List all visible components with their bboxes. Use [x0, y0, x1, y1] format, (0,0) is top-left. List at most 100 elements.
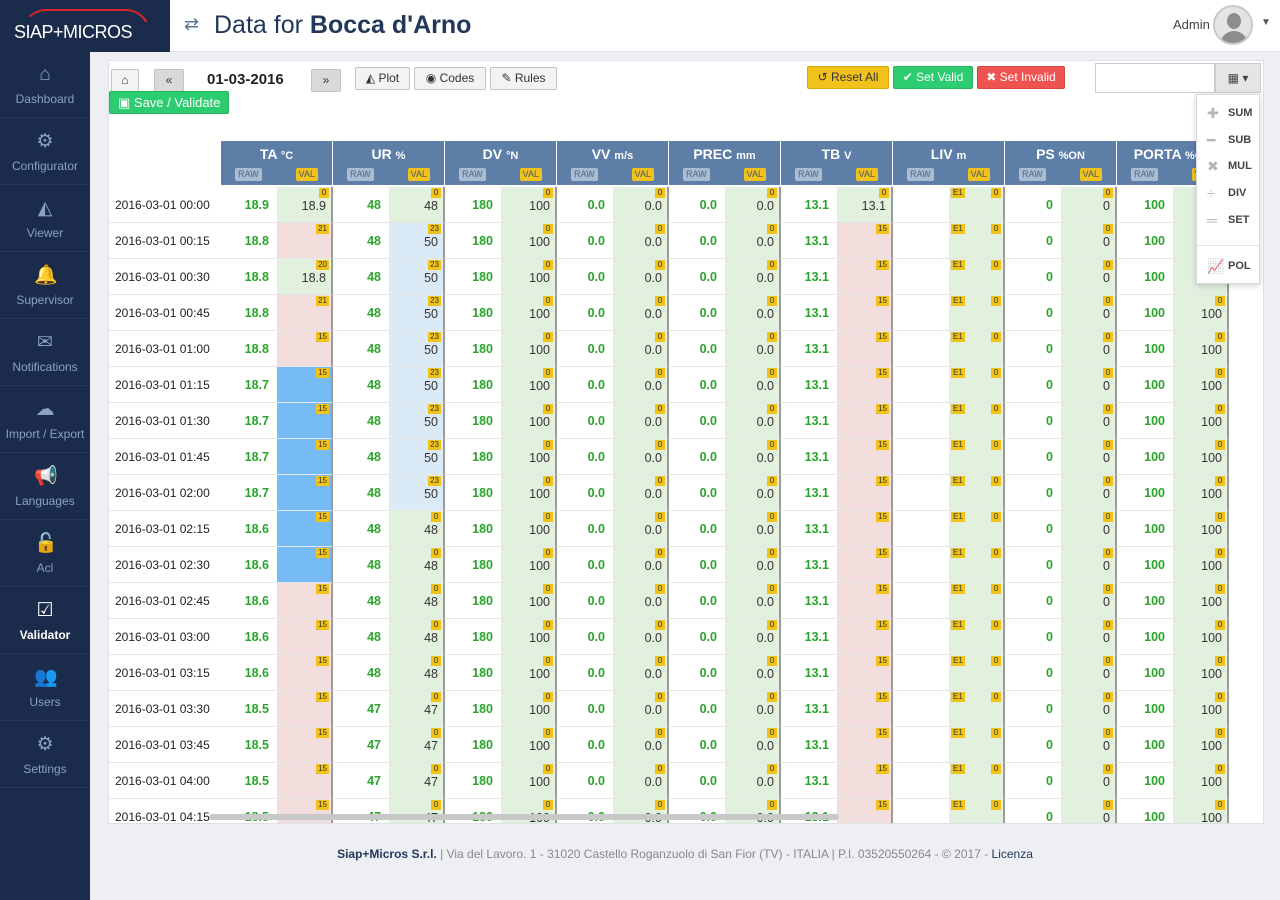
- raw-cell[interactable]: 100: [1117, 763, 1173, 799]
- set-valid-button[interactable]: ✔ Set Valid: [893, 66, 973, 89]
- raw-cell[interactable]: 0.0: [669, 619, 725, 655]
- raw-cell[interactable]: 0.0: [557, 583, 613, 619]
- raw-cell[interactable]: 0.0: [669, 511, 725, 547]
- raw-cell[interactable]: 0: [1005, 799, 1061, 823]
- val-cell[interactable]: 50 23: [389, 475, 445, 511]
- raw-cell[interactable]: 100: [1117, 799, 1173, 823]
- raw-cell[interactable]: 13.1: [781, 799, 837, 823]
- raw-cell[interactable]: 100: [1117, 619, 1173, 655]
- raw-cell[interactable]: 47: [333, 763, 389, 799]
- raw-cell[interactable]: 13.1: [781, 619, 837, 655]
- raw-cell[interactable]: [893, 655, 949, 691]
- raw-cell[interactable]: 18.6: [221, 619, 277, 655]
- raw-cell[interactable]: 48: [333, 187, 389, 223]
- home-button[interactable]: ⌂: [111, 69, 139, 92]
- raw-cell[interactable]: 0.0: [669, 691, 725, 727]
- val-cell[interactable]: 15: [837, 727, 893, 763]
- row-timestamp[interactable]: 2016-03-01 01:45: [109, 439, 221, 475]
- raw-cell[interactable]: 0: [1005, 259, 1061, 295]
- val-cell[interactable]: 15: [837, 403, 893, 439]
- raw-cell[interactable]: 0: [1005, 331, 1061, 367]
- val-cell[interactable]: 50 23: [389, 331, 445, 367]
- raw-cell[interactable]: 180: [445, 547, 501, 583]
- raw-cell[interactable]: 18.6: [221, 655, 277, 691]
- val-cell[interactable]: 15: [277, 583, 333, 619]
- val-cell[interactable]: 48 0: [389, 547, 445, 583]
- raw-cell[interactable]: 0.0: [669, 187, 725, 223]
- raw-cell[interactable]: 47: [333, 799, 389, 823]
- raw-cell[interactable]: 48: [333, 475, 389, 511]
- raw-cell[interactable]: [893, 763, 949, 799]
- raw-cell[interactable]: 48: [333, 439, 389, 475]
- raw-cell[interactable]: 48: [333, 655, 389, 691]
- brand-logo[interactable]: SIAP+MICROS: [0, 0, 170, 52]
- raw-cell[interactable]: 100: [1117, 511, 1173, 547]
- reset-all-button[interactable]: ↺ Reset All: [807, 66, 889, 89]
- raw-cell[interactable]: 13.1: [781, 223, 837, 259]
- row-timestamp[interactable]: 2016-03-01 01:00: [109, 331, 221, 367]
- raw-cell[interactable]: 100: [1117, 403, 1173, 439]
- val-cell[interactable]: 15: [837, 799, 893, 823]
- sidebar-item-settings[interactable]: ⚙ Settings: [0, 722, 90, 788]
- val-cell[interactable]: 470: [389, 799, 445, 823]
- raw-cell[interactable]: 0.0: [557, 187, 613, 223]
- raw-cell[interactable]: 0: [1005, 727, 1061, 763]
- prev-day-button[interactable]: «: [154, 69, 184, 92]
- raw-cell[interactable]: 13.1: [781, 691, 837, 727]
- raw-cell[interactable]: 18.8: [221, 259, 277, 295]
- val-cell[interactable]: 48 0: [389, 187, 445, 223]
- user-name[interactable]: Admin: [1173, 17, 1210, 32]
- raw-cell[interactable]: 0: [1005, 295, 1061, 331]
- sidebar-item-notifications[interactable]: ✉ Notifications: [0, 320, 90, 386]
- raw-cell[interactable]: 0.0: [669, 655, 725, 691]
- raw-cell[interactable]: 48: [333, 619, 389, 655]
- raw-cell[interactable]: 180: [445, 331, 501, 367]
- raw-cell[interactable]: 100: [1117, 187, 1173, 223]
- val-cell[interactable]: 15: [277, 799, 333, 823]
- raw-cell[interactable]: 0: [1005, 511, 1061, 547]
- raw-cell[interactable]: [893, 367, 949, 403]
- raw-cell[interactable]: [893, 187, 949, 223]
- raw-cell[interactable]: 13.1: [781, 583, 837, 619]
- raw-cell[interactable]: 48: [333, 331, 389, 367]
- raw-cell[interactable]: 180: [445, 367, 501, 403]
- raw-cell[interactable]: 180: [445, 187, 501, 223]
- raw-cell[interactable]: 100: [1117, 547, 1173, 583]
- raw-cell[interactable]: 100: [1117, 367, 1173, 403]
- raw-cell[interactable]: 18.5: [221, 727, 277, 763]
- raw-cell[interactable]: 100: [1117, 583, 1173, 619]
- raw-cell[interactable]: 0.0: [669, 583, 725, 619]
- row-timestamp[interactable]: 2016-03-01 03:15: [109, 655, 221, 691]
- raw-cell[interactable]: 0.0: [557, 655, 613, 691]
- raw-cell[interactable]: 180: [445, 655, 501, 691]
- val-cell[interactable]: 13.1 0: [837, 187, 893, 223]
- column-header-ps[interactable]: PS %ON RAW VAL: [1005, 141, 1117, 185]
- raw-cell[interactable]: 48: [333, 511, 389, 547]
- user-menu-caret-icon[interactable]: ▼: [1261, 17, 1271, 28]
- raw-cell[interactable]: 180: [445, 727, 501, 763]
- raw-cell[interactable]: 0: [1005, 223, 1061, 259]
- raw-cell[interactable]: 0.0: [557, 223, 613, 259]
- raw-cell[interactable]: 180: [445, 403, 501, 439]
